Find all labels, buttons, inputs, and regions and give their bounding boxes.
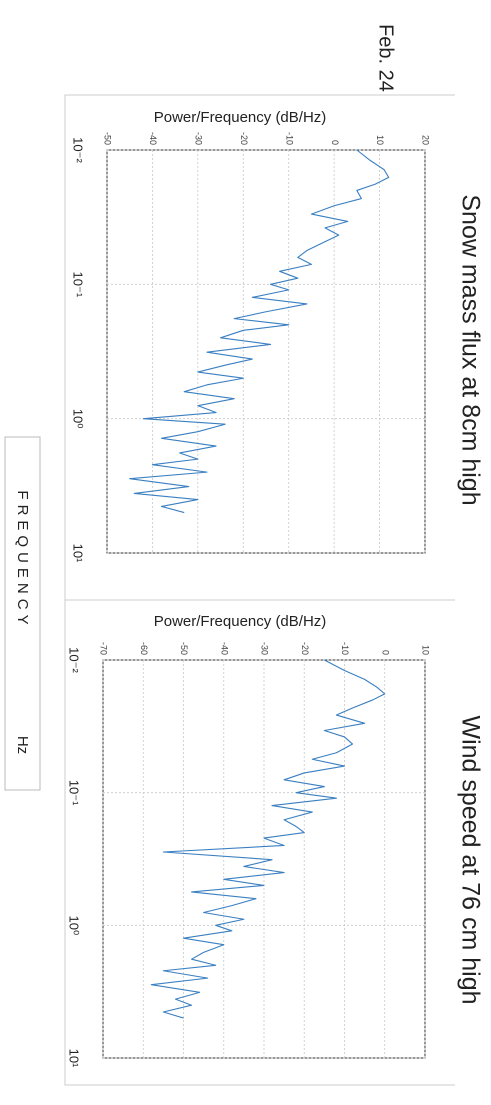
y-tick-label: -20 [239, 132, 249, 145]
x-tick-label: 10⁻¹ [67, 780, 82, 806]
x-axis-label: FREQUENCY [14, 490, 31, 629]
x-tick-label: 10⁻¹ [71, 272, 86, 298]
y-tick-label: -20 [300, 642, 310, 655]
y-tick-label: -10 [340, 642, 350, 655]
y-axis-label: Power/Frequency (dB/Hz) [154, 109, 327, 126]
y-tick-label: 20 [421, 135, 431, 145]
y-tick-label: 10 [375, 135, 385, 145]
x-tick-label: 10⁻² [67, 647, 82, 673]
x-tick-label: 10⁰ [67, 915, 82, 935]
x-tick-label: 10¹ [67, 1049, 82, 1068]
y-tick-label: -30 [260, 642, 270, 655]
frame [64, 599, 455, 1086]
chart: -70 -60 -50 -40 -30 -20 -10 0 10 10⁻² 10⁻¹ 10⁰ 10¹ Wi… [67, 642, 485, 1068]
slide-frames [64, 94, 455, 1086]
y-tick-label: -30 [193, 132, 203, 145]
y-tick-label: 10 [421, 645, 431, 655]
y-tick-label: -70 [99, 642, 109, 655]
y-tick-label: 0 [330, 140, 340, 145]
x-axis-unit: Hz [14, 736, 31, 754]
plot-area [106, 149, 426, 554]
x-label-box [4, 436, 41, 791]
x-tick-label: 10¹ [71, 544, 86, 563]
chart-title: Wind speed at 76 cm high [456, 715, 484, 1004]
y-tick-label: 0 [380, 650, 390, 655]
y-tick-label: -60 [139, 642, 149, 655]
psd-line [129, 149, 390, 514]
rotated-layer: Feb. 24 FREQUENCY Hz -50 -40 -30 -20 -10 0 10 2… [4, 24, 485, 1068]
y-tick-label: -10 [284, 132, 294, 145]
date: Feb. 24 [375, 24, 397, 92]
chart: -50 -40 -30 -20 -10 0 10 20 10⁻² 10⁻¹ 10⁰ 10¹ Snow m… [71, 132, 485, 563]
y-tick-label: -40 [219, 642, 229, 655]
y-tick-label: -50 [103, 132, 113, 145]
psd-line [150, 659, 386, 1019]
y-tick-label: -50 [179, 642, 189, 655]
y-axis-label: Power/Frequency (dB/Hz) [154, 613, 327, 630]
y-tick-label: -40 [148, 132, 158, 145]
x-tick-label: 10⁰ [71, 409, 86, 429]
chart-title: Snow mass flux at 8cm high [456, 194, 484, 505]
x-tick-label: 10⁻² [71, 137, 86, 163]
